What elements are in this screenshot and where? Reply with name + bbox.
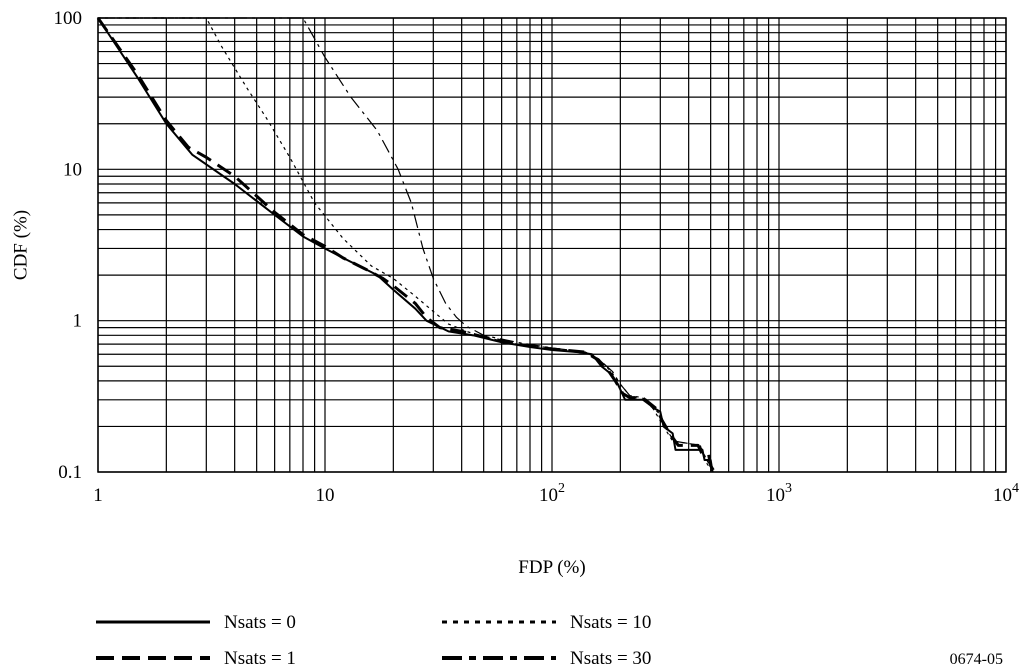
x-tick-exponent: 2	[558, 481, 565, 496]
x-tick-label: 104	[993, 481, 1019, 506]
y-tick-label: 1	[73, 311, 83, 332]
y-axis-title: CDF (%)	[10, 210, 31, 280]
grid-lines	[97, 17, 1007, 473]
legend-label: Nsats = 0	[224, 612, 296, 633]
x-tick-base: 10	[316, 485, 335, 506]
x-tick-label: 1	[93, 485, 103, 506]
series-line	[96, 17, 716, 473]
y-tick-labels: 100 10 1 0.1	[54, 8, 83, 483]
x-tick-label: 102	[539, 481, 565, 506]
x-tick-labels: 1 10 102 103 104	[93, 481, 1019, 506]
x-tick-base: 10	[766, 485, 785, 506]
x-tick-label: 103	[766, 481, 792, 506]
series-line	[97, 17, 714, 473]
y-tick-label: 0.1	[58, 462, 82, 483]
x-tick-label: 10	[316, 485, 335, 506]
x-tick-base: 10	[993, 485, 1012, 506]
y-tick-label: 100	[54, 8, 83, 29]
x-tick-exponent: 4	[1012, 481, 1019, 496]
x-tick-base: 10	[539, 485, 558, 506]
x-tick-base: 1	[93, 485, 103, 506]
x-axis-title: FDP (%)	[518, 557, 585, 578]
series-line	[98, 17, 714, 473]
legend-label: Nsats = 10	[570, 612, 651, 633]
plot-frame	[97, 17, 1007, 473]
legend: Nsats = 0 Nsats = 1 Nsats = 10 Nsats = 30	[96, 612, 651, 669]
legend-label: Nsats = 30	[570, 648, 651, 669]
x-tick-exponent: 3	[785, 481, 792, 496]
series-line	[98, 17, 716, 473]
figure-code: 0674-05	[950, 651, 1003, 668]
y-tick-label: 10	[63, 159, 82, 180]
series-layer	[96, 17, 716, 473]
legend-label: Nsats = 1	[224, 648, 296, 669]
